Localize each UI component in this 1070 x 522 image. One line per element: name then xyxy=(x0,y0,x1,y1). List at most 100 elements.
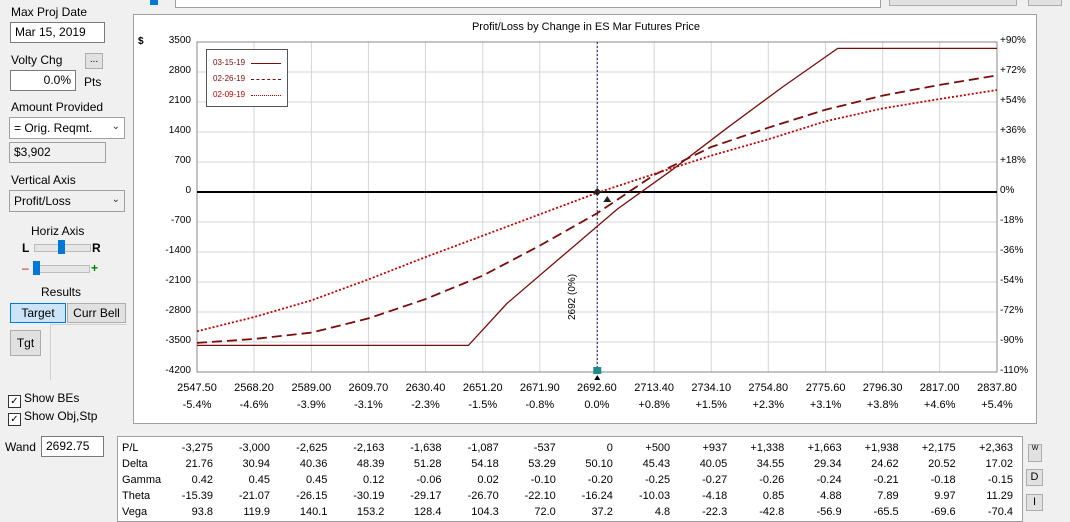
x-tick-label: 2568.20 xyxy=(234,382,274,394)
greek-cell: +500 xyxy=(645,442,671,454)
x-tick-label: 2651.20 xyxy=(462,382,503,394)
greek-cell: 24.62 xyxy=(871,458,899,470)
show-bes-checkbox[interactable]: ✓ Show BEs xyxy=(8,391,79,408)
x-pct-label: -2.3% xyxy=(411,399,440,411)
vertical-axis-select[interactable]: Profit/Loss ⌄ xyxy=(9,190,125,212)
greek-cell: 34.55 xyxy=(756,458,785,470)
y-tick-label: -4200 xyxy=(165,365,191,376)
zoom-slider-thumb[interactable] xyxy=(33,261,40,275)
y-tick-label: -2800 xyxy=(165,305,191,316)
y-right-tick-label: +18% xyxy=(1000,155,1026,166)
show-obj-checkbox[interactable]: ✓ Show Obj,Stp xyxy=(8,409,97,426)
d-button[interactable]: D xyxy=(1026,469,1043,486)
greek-cell: 17.02 xyxy=(985,458,1013,470)
greek-cell: -22.10 xyxy=(524,490,556,502)
horiz-axis-slider-thumb[interactable] xyxy=(58,240,65,254)
top-button-small[interactable] xyxy=(1028,0,1062,6)
y-axis-unit-label: $ xyxy=(138,36,144,47)
greek-cell: 93.8 xyxy=(191,506,213,518)
target-button[interactable]: Target xyxy=(10,303,66,323)
x-pct-label: +3.8% xyxy=(866,399,899,411)
volty-input[interactable]: 0.0% xyxy=(10,70,76,91)
vertical-axis-label: Vertical Axis xyxy=(11,173,76,187)
series-line-03-15-19 xyxy=(197,47,997,347)
top-input[interactable] xyxy=(175,0,881,8)
greek-cell: 0.42 xyxy=(191,474,213,486)
amount-value-field[interactable]: $3,902 xyxy=(9,142,106,163)
x-tick-label: 2692.60 xyxy=(576,382,617,394)
greek-cell: 104.3 xyxy=(471,506,499,518)
greek-cell: +1,338 xyxy=(750,442,785,454)
x-tick-label: 2671.90 xyxy=(519,382,560,394)
w-button[interactable]: W xyxy=(1028,444,1042,462)
y-right-tick-label: -90% xyxy=(1000,335,1024,346)
greek-cell: -0.27 xyxy=(702,474,728,486)
x-pct-label: -1.5% xyxy=(468,399,498,411)
amount-provided-select[interactable]: = Orig. Reqmt. ⌄ xyxy=(9,117,125,139)
i-button[interactable]: I xyxy=(1026,494,1043,511)
wand-input[interactable]: 2692.75 xyxy=(41,436,104,457)
greek-cell: 45.43 xyxy=(642,458,671,470)
y-right-tick-label: -18% xyxy=(1000,215,1024,226)
greek-cell: -0.10 xyxy=(530,474,556,486)
max-proj-date-label: Max Proj Date xyxy=(11,5,88,19)
x-tick-label: 2817.00 xyxy=(919,382,960,394)
x-tick-label: 2775.60 xyxy=(805,382,846,394)
greek-cell: -0.06 xyxy=(416,474,442,486)
y-right-tick-label: 0% xyxy=(1000,185,1015,196)
greek-cell: 54.18 xyxy=(471,458,499,470)
greek-cell: 9.97 xyxy=(934,490,956,502)
greek-cell: 11.29 xyxy=(986,490,1013,502)
results-label: Results xyxy=(41,285,82,299)
chevron-down-icon: ⌄ xyxy=(111,194,120,205)
x-tick-label: 2734.10 xyxy=(691,382,732,394)
zoom-slider-track[interactable] xyxy=(33,265,90,273)
greek-cell: 53.29 xyxy=(528,458,556,470)
show-bes-label: Show BEs xyxy=(24,391,80,405)
greek-cell: -0.18 xyxy=(930,474,956,486)
y-right-tick-label: +90% xyxy=(1000,35,1026,46)
greek-cell: 4.8 xyxy=(654,506,671,518)
x-tick-label: 2589.00 xyxy=(291,382,332,394)
top-button[interactable] xyxy=(889,0,1017,6)
tgt-button[interactable]: Tgt xyxy=(10,330,41,356)
x-tick-label: 2547.50 xyxy=(177,382,217,394)
x-pct-label: +0.8% xyxy=(638,399,670,411)
greek-cell: -537 xyxy=(533,442,556,454)
y-right-tick-label: +36% xyxy=(1000,125,1026,136)
greek-cell: -0.15 xyxy=(987,474,1013,486)
greek-cell: 37.2 xyxy=(591,506,613,518)
greek-cell: 0 xyxy=(606,442,613,454)
y-right-tick-label: -72% xyxy=(1000,305,1024,316)
y-right-tick-label: -36% xyxy=(1000,245,1024,256)
plot-area[interactable] xyxy=(134,15,1036,423)
x-pct-label: +4.6% xyxy=(923,399,956,411)
greek-cell: -15.39 xyxy=(181,490,213,502)
show-obj-label: Show Obj,Stp xyxy=(24,409,98,423)
greek-cell: 0.45 xyxy=(305,474,328,486)
volty-more-button[interactable]: ... xyxy=(85,53,103,69)
greek-row-label: Gamma xyxy=(122,474,162,486)
x-tick-label: 2837.80 xyxy=(977,382,1017,394)
y-tick-label: -1400 xyxy=(165,245,191,256)
y-tick-label: -2100 xyxy=(165,275,191,286)
greek-cell: 30.94 xyxy=(242,458,271,470)
curr-bell-button[interactable]: Curr Bell xyxy=(67,303,126,323)
horiz-right-label: R xyxy=(92,241,101,255)
pl-chart[interactable]: Profit/Loss by Change in ES Mar Futures … xyxy=(133,14,1037,424)
legend-label: 03-15-19 xyxy=(213,58,246,67)
greek-cell: 40.36 xyxy=(299,458,328,470)
greeks-table: P/L -3,275 -3,000 -2,625 -2,163 -1,638 -1,087 -… xyxy=(117,436,1023,522)
greek-cell: -16.24 xyxy=(581,490,613,502)
zoom-minus-icon: – xyxy=(22,261,29,275)
greek-cell: -30.19 xyxy=(353,490,385,502)
volty-chg-label: Volty Chg xyxy=(11,53,63,67)
greek-cell: 0.12 xyxy=(362,474,385,486)
greek-cell: -26.70 xyxy=(467,490,499,502)
x-tick-label: 2796.30 xyxy=(862,382,903,394)
y-right-tick-label: -110% xyxy=(1000,365,1029,376)
greek-cell: -0.26 xyxy=(759,474,785,486)
max-proj-date-field[interactable]: Mar 15, 2019 xyxy=(10,22,105,43)
greek-cell: -21.07 xyxy=(238,490,271,502)
top-slider-thumb[interactable] xyxy=(150,0,158,5)
